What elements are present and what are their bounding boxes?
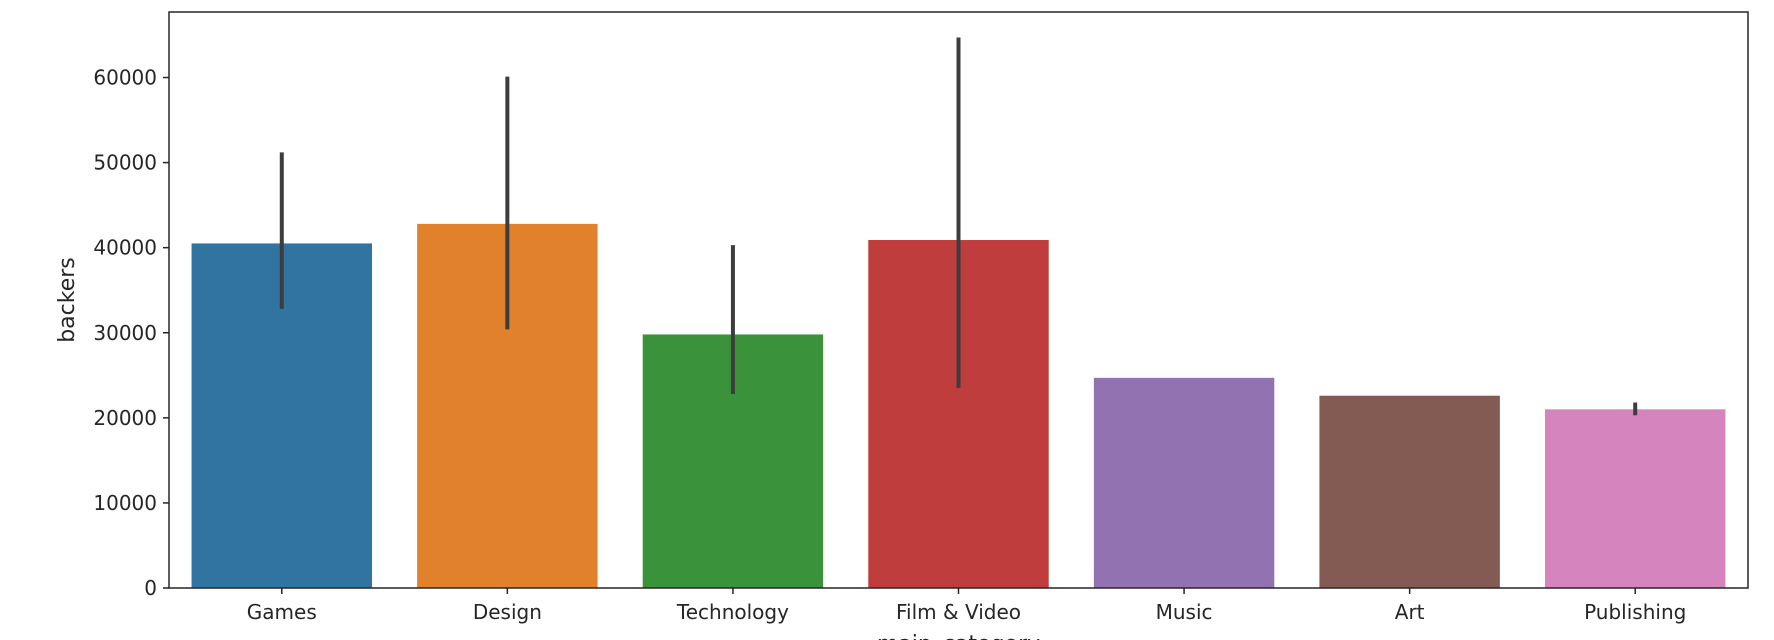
y-axis-ticks: 0 10000 20000 30000 40000 50000 60000 [93, 66, 169, 600]
x-tick-label: Technology [676, 600, 789, 624]
y-tick-label: 40000 [93, 236, 157, 260]
error-bars-group [279, 37, 1638, 416]
y-tick-label: 0 [144, 576, 157, 600]
bar-art [1319, 395, 1500, 588]
bar-publishing [1544, 409, 1726, 588]
x-tick-label: Art [1395, 600, 1425, 624]
x-tick-label: Film & Video [896, 600, 1021, 624]
y-tick-label: 20000 [93, 406, 157, 430]
x-tick-label: Games [247, 600, 317, 624]
x-axis-ticks: Games Design Technology Film & Video Music Ar… [247, 588, 1686, 624]
y-tick-label: 10000 [93, 491, 157, 515]
y-axis-label: backers [55, 257, 80, 343]
y-tick-label: 60000 [93, 66, 157, 90]
x-tick-label: Music [1156, 600, 1213, 624]
y-tick-label: 30000 [93, 321, 157, 345]
x-tick-label: Publishing [1584, 600, 1686, 624]
x-tick-label: Design [473, 600, 542, 624]
x-axis-label: main_category [877, 632, 1040, 640]
y-tick-label: 50000 [93, 151, 157, 175]
bar-music [1093, 377, 1275, 588]
